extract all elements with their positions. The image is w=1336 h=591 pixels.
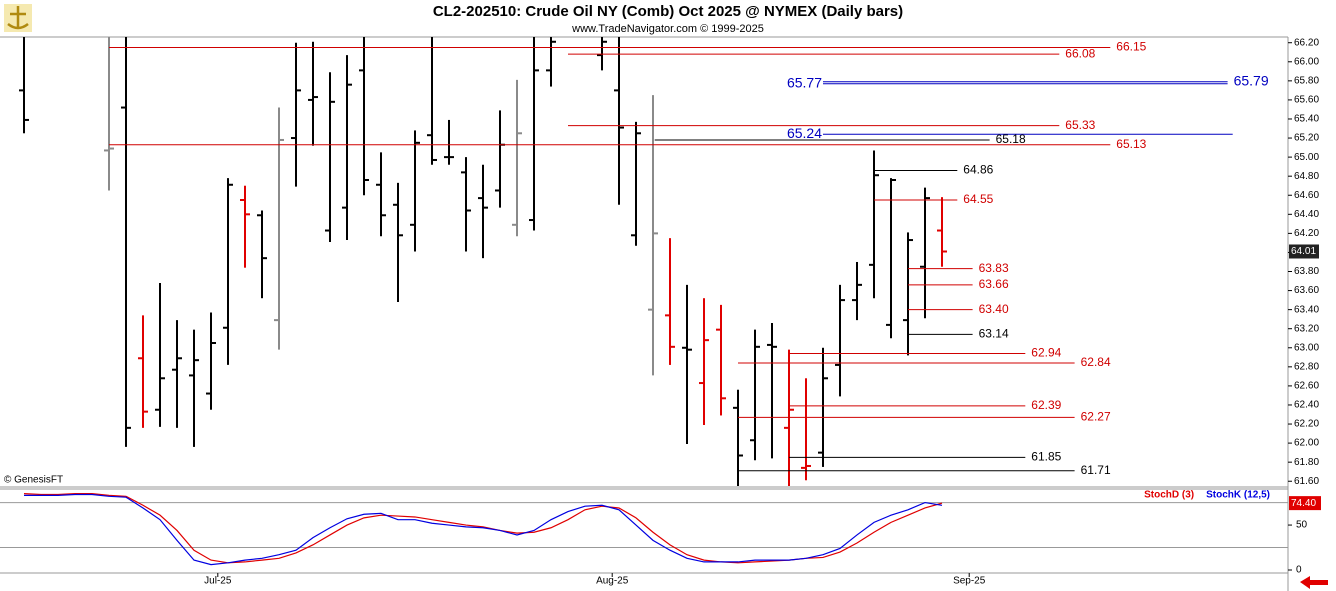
level-label: 63.66	[979, 277, 1009, 291]
level-label: 62.94	[1031, 346, 1061, 360]
y-tick-label: 0	[1296, 565, 1302, 576]
last-price-box	[1289, 244, 1319, 259]
level-label: 62.39	[1031, 398, 1061, 412]
legend-label: StochK (12,5)	[1206, 490, 1270, 501]
y-tick-label: 65.40	[1294, 114, 1319, 125]
level-label: 65.24	[787, 125, 822, 141]
scroll-arrow[interactable]	[1300, 576, 1328, 589]
level-label: 61.85	[1031, 450, 1061, 464]
level-label: 64.86	[963, 163, 993, 177]
last-value-label: 74.40	[1291, 498, 1316, 509]
y-tick-label: 63.60	[1294, 285, 1319, 296]
level-label: 65.18	[996, 132, 1026, 146]
level-label: 65.13	[1116, 137, 1146, 151]
stoch-line	[24, 493, 943, 566]
y-tick-label: 65.20	[1294, 133, 1319, 144]
x-tick-label: Aug-25	[596, 576, 629, 587]
level-label: 62.27	[1081, 410, 1111, 424]
level-label: 66.08	[1065, 46, 1095, 60]
y-tick-label: 62.80	[1294, 361, 1319, 372]
y-tick-label: 62.00	[1294, 438, 1319, 449]
y-tick-label: 61.80	[1294, 457, 1319, 468]
y-tick-label: 63.00	[1294, 342, 1319, 353]
y-tick-label: 63.20	[1294, 323, 1319, 334]
y-tick-label: 63.40	[1294, 304, 1319, 315]
y-tick-label: 62.20	[1294, 419, 1319, 430]
y-tick-label: 66.20	[1294, 37, 1319, 48]
last-value-box	[1289, 496, 1321, 511]
level-label: 66.15	[1116, 40, 1146, 54]
x-tick-label: Sep-25	[953, 576, 986, 587]
level-label: 65.77	[787, 74, 822, 90]
level-label: 62.84	[1081, 355, 1111, 369]
y-tick-label: 64.20	[1294, 228, 1319, 239]
y-tick-label: 62.60	[1294, 381, 1319, 392]
logo	[4, 4, 32, 32]
y-tick-label: 65.80	[1294, 75, 1319, 86]
y-tick-label: 66.00	[1294, 56, 1319, 67]
last-price-label: 64.01	[1291, 246, 1316, 257]
watermark: © GenesisFT	[4, 475, 63, 486]
x-tick-label: Jul-25	[204, 576, 232, 587]
y-tick-label: 65.00	[1294, 152, 1319, 163]
y-tick-label: 61.60	[1294, 476, 1319, 487]
level-label: 63.14	[979, 327, 1009, 341]
y-tick-label: 65.60	[1294, 95, 1319, 106]
y-tick-label: 64.60	[1294, 190, 1319, 201]
y-tick-label: 64.80	[1294, 171, 1319, 182]
chart-subtitle: www.TradeNavigator.com © 1999-2025	[571, 23, 764, 35]
y-tick-label: 50	[1296, 520, 1308, 531]
price-bars	[19, 37, 947, 486]
level-label: 61.71	[1081, 463, 1111, 477]
legend-label: StochD (3)	[1144, 490, 1194, 501]
y-tick-label: 63.80	[1294, 266, 1319, 277]
level-label: 65.79	[1234, 73, 1269, 89]
level-label: 63.40	[979, 302, 1009, 316]
y-tick-label: 62.40	[1294, 400, 1319, 411]
level-label: 63.83	[979, 261, 1009, 275]
level-label: 64.55	[963, 192, 993, 206]
y-tick-label: 64.40	[1294, 209, 1319, 220]
chart-title: CL2-202510: Crude Oil NY (Comb) Oct 2025…	[433, 3, 903, 20]
level-label: 65.33	[1065, 118, 1095, 132]
